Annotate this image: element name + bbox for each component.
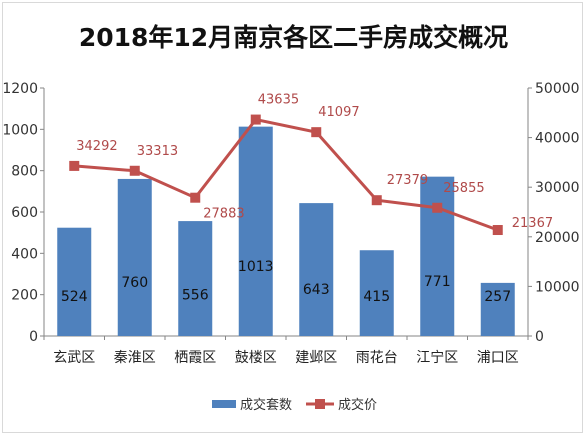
bar	[420, 176, 455, 336]
bar	[57, 227, 92, 336]
x-category-label: 秦淮区	[114, 350, 156, 366]
y-right-tick-label: 20000	[535, 230, 580, 246]
legend-line-label: 成交价	[338, 397, 377, 413]
bar-value-label: 415	[363, 289, 390, 305]
x-category-label: 雨花台	[356, 350, 398, 366]
y-left-tick-label: 200	[11, 288, 38, 304]
bar-value-label: 760	[121, 275, 148, 291]
bar-value-label: 524	[61, 289, 88, 305]
x-category-label: 栖霞区	[174, 350, 216, 366]
bar-series	[57, 126, 515, 336]
legend-bar-label: 成交套数	[240, 397, 292, 413]
y-left-tick-label: 800	[11, 164, 38, 180]
line-value-label: 21367	[512, 216, 553, 231]
y-left-tick-label: 400	[11, 246, 38, 262]
line-marker	[190, 192, 201, 203]
bar-value-label: 643	[303, 282, 330, 298]
line-marker	[129, 165, 140, 176]
bar	[299, 203, 334, 336]
bar	[238, 126, 273, 336]
y-left-tick-label: 1200	[2, 81, 38, 97]
line-marker	[432, 202, 443, 213]
line-marker	[492, 225, 503, 236]
legend: 成交套数 成交价	[212, 397, 377, 413]
bar	[178, 221, 213, 336]
line-value-label: 41097	[318, 105, 359, 120]
x-category-label: 江宁区	[416, 349, 458, 366]
data-labels: 524 760 556 1013 643 415 771 257 34292 33313 27883…	[61, 93, 553, 305]
y-right-tick-label: 0	[535, 329, 544, 345]
bar	[117, 178, 152, 336]
y-right-tick-label: 30000	[535, 180, 580, 196]
x-category-label: 建邺区	[295, 350, 337, 366]
bar	[480, 282, 515, 336]
x-category-label: 鼓楼区	[235, 350, 277, 366]
bar-value-label: 556	[182, 288, 209, 304]
line-path	[74, 117, 499, 232]
bar-value-label: 257	[484, 289, 511, 305]
line-marker	[250, 114, 261, 125]
chart-title: 2018年12月南京各区二手房成交概况	[78, 23, 509, 52]
y-right-tick-label: 10000	[535, 279, 580, 295]
y-left-tick-label: 600	[11, 205, 38, 221]
line-marker	[371, 195, 382, 206]
line-value-label: 33313	[137, 144, 178, 159]
y-left-tick-label: 0	[29, 329, 38, 345]
x-category-label: 玄武区	[53, 349, 95, 366]
legend-bar-swatch	[212, 400, 236, 408]
chart-frame	[2, 2, 583, 433]
y-right-tick-label: 40000	[535, 131, 580, 147]
legend-line-marker	[315, 399, 325, 409]
bar-value-label: 771	[424, 274, 451, 290]
line-marker	[311, 127, 322, 138]
bar	[359, 250, 394, 336]
line-value-label: 27379	[387, 173, 428, 188]
x-category-label: 浦口区	[477, 350, 519, 366]
line-value-label: 25855	[443, 181, 484, 196]
line-series	[69, 114, 503, 236]
line-value-label: 43635	[258, 93, 299, 108]
line-marker	[69, 160, 80, 171]
bar-value-label: 1013	[238, 259, 274, 275]
y-left-tick-label: 1000	[2, 122, 38, 138]
y-right-tick-label: 50000	[535, 81, 580, 97]
line-value-label: 27883	[203, 207, 244, 222]
line-value-label: 34292	[76, 139, 117, 154]
